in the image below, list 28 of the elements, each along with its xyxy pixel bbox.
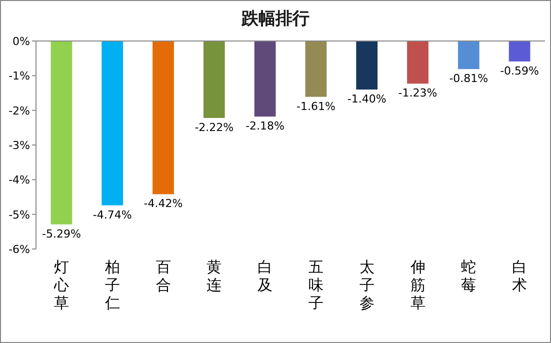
x-tick-label: 伸筋草: [409, 258, 426, 312]
y-tick-label: -1%: [8, 70, 30, 83]
data-label: -0.81%: [449, 72, 488, 86]
chart-title: 跌幅排行: [240, 9, 310, 29]
data-label: -2.18%: [246, 120, 285, 133]
y-tick-label: 0%: [12, 35, 30, 48]
y-tick-label: -6%: [8, 243, 30, 256]
x-tick-label: 柏子仁: [104, 258, 120, 312]
x-tick-label: 白术: [512, 258, 528, 294]
data-label: -4.74%: [92, 208, 132, 222]
x-tick-label: 蛇莓: [461, 258, 476, 294]
y-tick-label: -2%: [8, 104, 30, 118]
x-tick-label: 太子参: [359, 258, 374, 312]
y-tick-label: -5%: [8, 208, 30, 222]
y-tick-label: -4%: [8, 174, 30, 187]
data-label: -4.42%: [144, 197, 183, 210]
x-tick-label: 黄连: [206, 258, 222, 294]
data-label: -5.29%: [42, 227, 81, 240]
data-label: -0.59%: [500, 64, 540, 78]
x-tick-label: 百合: [156, 258, 171, 294]
x-tick-label: 白及: [258, 258, 273, 294]
y-tick-label: -3%: [8, 139, 30, 152]
data-label: -2.22%: [194, 120, 234, 134]
x-tick-label: 五味子: [308, 258, 324, 312]
data-label: -1.23%: [398, 86, 438, 100]
x-tick-label: 灯心草: [52, 258, 69, 312]
data-label: -1.61%: [296, 100, 336, 113]
data-label: -1.40%: [347, 92, 386, 106]
